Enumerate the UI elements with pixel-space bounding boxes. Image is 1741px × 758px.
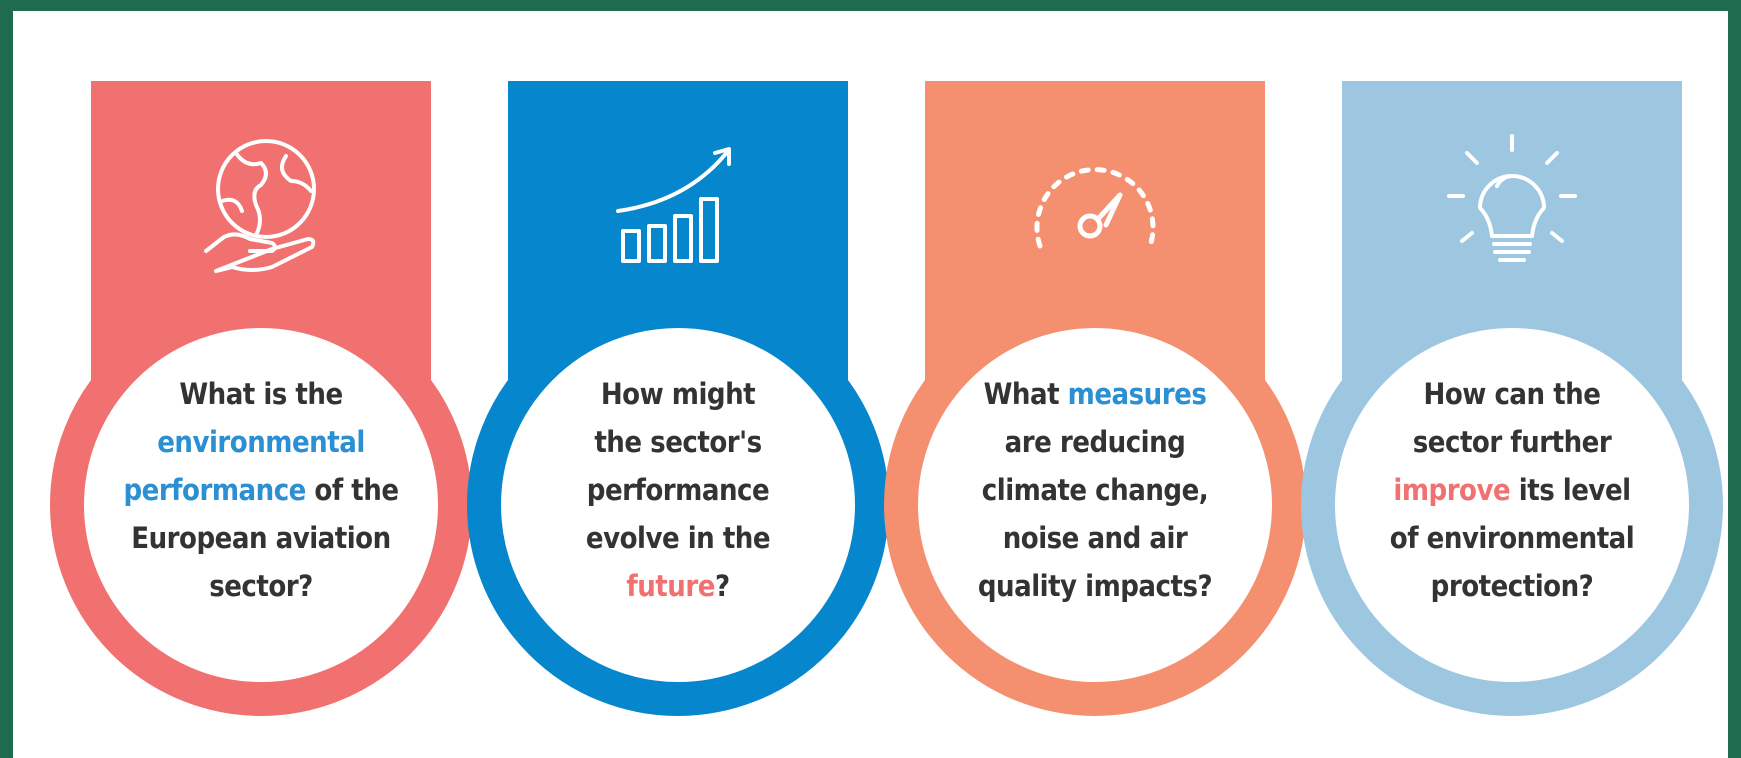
card-circle: What is the environmental performance of t…: [50, 294, 472, 716]
question-text: How can the: [1423, 377, 1601, 411]
question-line: How can the: [1390, 370, 1634, 418]
question-text: evolve in the: [585, 521, 771, 555]
question-text: are reducing: [1004, 425, 1186, 459]
growth-chart-icon: [616, 147, 731, 263]
question-line: sector?: [123, 562, 398, 610]
question-text: ?: [714, 569, 730, 603]
question-line: improve its level: [1390, 466, 1634, 514]
question-text: performance: [586, 473, 770, 507]
question-line: climate change,: [978, 466, 1212, 514]
highlight-text: improve: [1393, 473, 1511, 507]
question-text: How might: [600, 377, 756, 411]
question-line: How might: [586, 370, 770, 418]
question-text: of the: [305, 473, 399, 507]
question-text: What is the: [179, 377, 343, 411]
card-circle: What measures are reducing climate change,…: [884, 294, 1306, 716]
card-circle: How might the sector's performance evolve i…: [467, 294, 889, 716]
question-text: sector?: [209, 569, 313, 603]
question-line: of environmental: [1389, 514, 1635, 562]
question-line: noise and air: [978, 514, 1212, 562]
question-text: What: [983, 377, 1068, 411]
question-text: of environmental: [1389, 521, 1635, 555]
question-line: are reducing: [978, 418, 1212, 466]
question-line: European aviation: [123, 514, 398, 562]
card-circle: How can the sector further improve its lev…: [1301, 294, 1723, 716]
card: What is the environmental performance of t…: [50, 81, 472, 716]
highlight-text: performance: [123, 473, 306, 507]
card: How can the sector further improve its lev…: [1301, 81, 1723, 716]
question-line: evolve in the: [585, 514, 771, 562]
question-line: future?: [586, 562, 770, 610]
card: How might the sector's performance evolve i…: [467, 81, 889, 716]
question-text: the sector's: [594, 425, 762, 459]
question-line: What is the: [123, 370, 398, 418]
highlight-text: future: [626, 569, 715, 603]
question-line: environmental: [123, 418, 398, 466]
card: What measures are reducing climate change,…: [884, 81, 1306, 716]
question-line: sector further: [1390, 418, 1634, 466]
globe-hand-icon: [204, 139, 316, 273]
question-line: the sector's: [586, 418, 770, 466]
gauge-icon: [1034, 167, 1156, 249]
question-line: performance of the: [123, 466, 399, 514]
question-text: noise and air: [1002, 521, 1188, 555]
question-line: protection?: [1390, 562, 1634, 610]
question-text: quality impacts?: [977, 569, 1213, 603]
highlight-text: environmental: [157, 425, 365, 459]
question-text: its level: [1510, 473, 1631, 507]
infographic: What is the environmental performance of t…: [13, 11, 1728, 758]
highlight-text: measures: [1067, 377, 1207, 411]
question-line: What measures: [978, 370, 1212, 418]
question-line: performance: [586, 466, 770, 514]
question-text: European aviation: [131, 521, 391, 555]
question-text: protection?: [1430, 569, 1594, 603]
question-line: quality impacts?: [977, 562, 1213, 610]
question-text: sector further: [1412, 425, 1612, 459]
question-text: climate change,: [981, 473, 1209, 507]
lightbulb-icon: [1447, 134, 1577, 262]
